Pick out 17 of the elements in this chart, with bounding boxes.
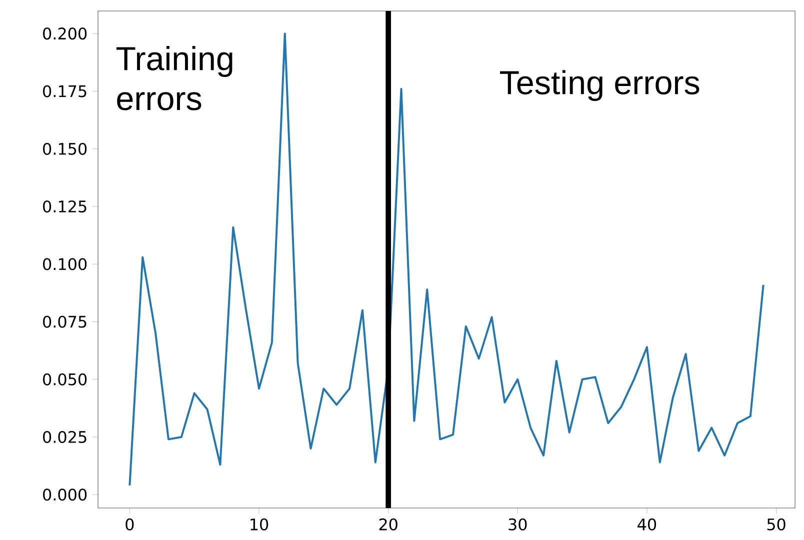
- y-tick-label: 0.200: [43, 28, 87, 40]
- y-tick-label: 0.125: [43, 200, 86, 213]
- y-tick-label: 0.000: [43, 488, 87, 501]
- x-tick-label: 10: [250, 518, 268, 530]
- x-tick-label: 40: [638, 518, 656, 530]
- y-tick-label: 0.075: [43, 316, 86, 328]
- y-tick-label: 0.050: [43, 373, 87, 386]
- x-tick-label: 30: [508, 518, 527, 530]
- annotation: Training errors: [116, 46, 232, 110]
- y-tick-label: 0.175: [43, 85, 86, 98]
- annotation: Testing errors: [500, 70, 700, 102]
- y-tick-label: 0.100: [43, 258, 87, 270]
- x-tick-label: 20: [379, 518, 398, 530]
- x-tick-label: 50: [767, 518, 786, 530]
- x-tick-label: 0: [126, 518, 134, 530]
- y-tick-label: 0.025: [43, 430, 86, 444]
- y-tick-label: 0.150: [43, 142, 87, 155]
